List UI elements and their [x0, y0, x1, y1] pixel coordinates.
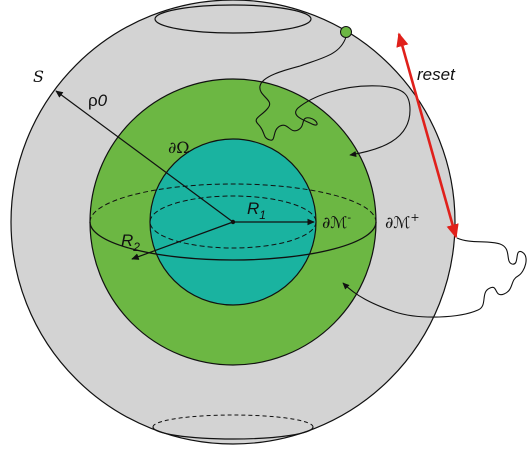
middle-equator-back: [89, 183, 377, 223]
r2-radius-arrow: [131, 221, 234, 260]
label-r2: R2: [121, 231, 140, 254]
label-dm-plus: ∂ℳ+: [385, 211, 420, 232]
inner-equator: [149, 195, 317, 249]
label-r1-sub: 1: [259, 208, 266, 222]
bottom-cap-front: [152, 426, 314, 440]
label-s: S: [33, 67, 44, 86]
label-dm-plus-sup: +: [410, 211, 419, 224]
label-reset: reset: [417, 65, 456, 84]
label-r2-main: R: [121, 231, 133, 250]
top-cap-ellipse: [154, 4, 312, 34]
label-dm-plus-main: ∂ℳ: [385, 213, 410, 232]
middle-equator-front: [89, 221, 377, 261]
label-dm-minus-sup: -: [347, 211, 351, 224]
rho0-radius-arrow: [55, 90, 234, 223]
reset-arrow: [396, 32, 459, 239]
label-r1: R1: [247, 199, 266, 222]
random-walk-path: [255, 36, 411, 158]
label-r2-sub: 2: [132, 240, 140, 254]
label-d-omega: ∂Ω: [168, 138, 190, 157]
label-dm-minus: ∂ℳ-: [322, 211, 351, 232]
label-r1-main: R: [247, 199, 259, 218]
label-rho-sub: 0: [98, 91, 108, 110]
label-rho-main: ρ: [88, 91, 98, 110]
particle: [340, 26, 352, 38]
label-dm-minus-main: ∂ℳ: [322, 213, 347, 232]
return-path: [342, 237, 527, 318]
bottom-cap-back: [152, 414, 314, 428]
label-rho0: ρ0: [88, 91, 108, 110]
